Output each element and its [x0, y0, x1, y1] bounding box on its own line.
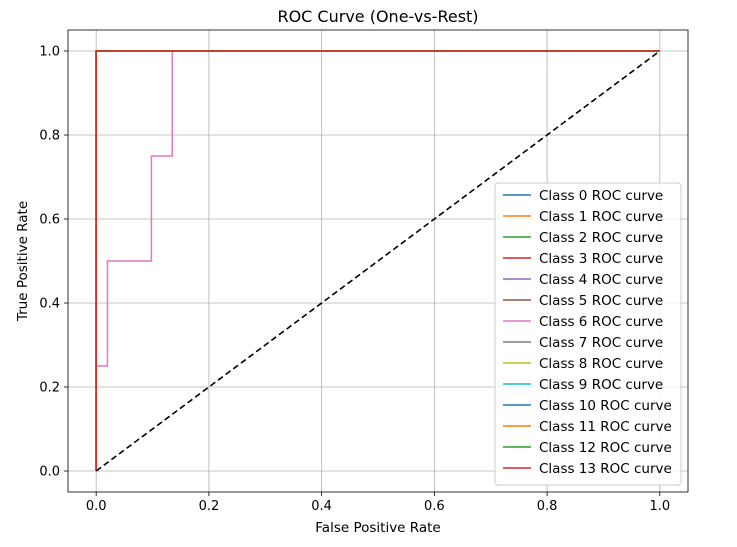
y-tick-label: 0.8 [39, 129, 60, 144]
x-axis-ticks: 0.0 0.2 0.4 0.6 0.8 1.0 [86, 492, 670, 514]
y-tick-label: 0.4 [39, 297, 60, 312]
legend-label: Class 7 ROC curve [539, 335, 663, 351]
legend-label: Class 6 ROC curve [539, 314, 663, 330]
x-tick-label: 0.4 [311, 499, 332, 514]
legend-label: Class 13 ROC curve [539, 461, 672, 477]
legend: Class 0 ROC curve Class 1 ROC curve Class … [494, 182, 682, 486]
y-tick-label: 0.0 [39, 465, 60, 480]
legend-label: Class 1 ROC curve [539, 209, 663, 225]
legend-label: Class 3 ROC curve [539, 251, 663, 267]
legend-box [494, 182, 682, 486]
y-axis-label: True Positive Rate [15, 201, 31, 322]
x-tick-label: 0.0 [86, 499, 107, 514]
legend-label: Class 9 ROC curve [539, 377, 663, 393]
y-tick-label: 1.0 [39, 45, 60, 60]
legend-label: Class 8 ROC curve [539, 356, 663, 372]
x-tick-label: 0.6 [424, 499, 445, 514]
series-line-class-6 [95, 50, 660, 471]
chart-title: ROC Curve (One-vs-Rest) [277, 7, 478, 26]
series-line-class-13 [95, 50, 660, 471]
series-lines [95, 50, 661, 472]
y-axis-ticks: 0.0 0.2 0.4 0.6 0.8 1.0 [39, 45, 68, 480]
legend-label: Class 2 ROC curve [539, 230, 663, 246]
legend-label: Class 0 ROC curve [539, 188, 663, 204]
plot-frame [67, 29, 689, 493]
legend-label: Class 12 ROC curve [539, 440, 672, 456]
x-tick-label: 0.8 [537, 499, 558, 514]
x-tick-label: 0.2 [199, 499, 220, 514]
legend-label: Class 4 ROC curve [539, 272, 663, 288]
diagonal-reference-line [95, 50, 661, 472]
legend-label: Class 10 ROC curve [539, 398, 672, 414]
x-tick-label: 1.0 [649, 499, 670, 514]
legend-label: Class 11 ROC curve [539, 419, 672, 435]
y-tick-label: 0.2 [39, 381, 60, 396]
legend-label: Class 5 ROC curve [539, 293, 663, 309]
x-axis-label: False Positive Rate [315, 520, 440, 536]
y-tick-label: 0.6 [39, 213, 60, 228]
